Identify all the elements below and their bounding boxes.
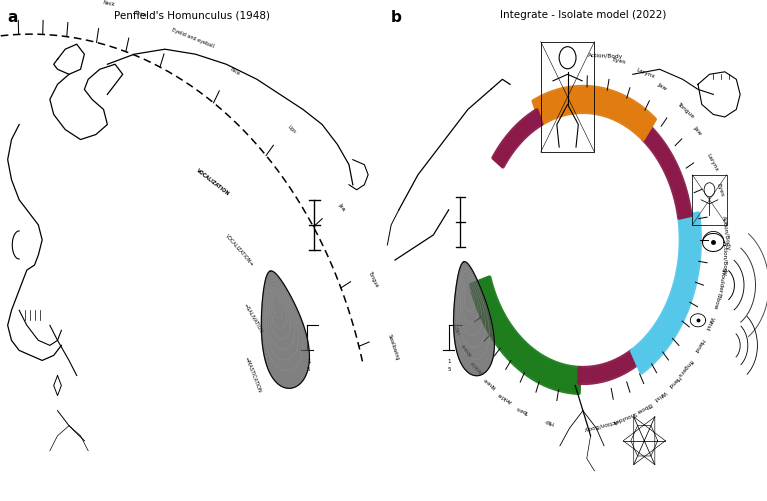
Text: ←MASTICATION: ←MASTICATION (244, 356, 262, 393)
Text: Shoulder: Shoulder (611, 410, 637, 424)
Text: Wrist: Wrist (704, 315, 715, 330)
Text: Elbow: Elbow (712, 291, 721, 309)
Text: Brow: Brow (134, 10, 147, 19)
Text: Toes: Toes (517, 405, 531, 414)
Text: Action/Body: Action/Body (588, 53, 623, 60)
Text: Knee: Knee (460, 341, 473, 356)
Text: Ankle: Ankle (469, 358, 485, 373)
Text: Hip: Hip (543, 417, 554, 424)
Text: 1: 1 (448, 358, 451, 363)
Text: 5: 5 (448, 367, 451, 372)
Text: Tongue: Tongue (676, 101, 695, 119)
Text: Eyelid and eyeball: Eyelid and eyeball (171, 27, 215, 49)
Text: Hand: Hand (667, 374, 681, 388)
Text: Eyes: Eyes (715, 182, 724, 197)
Text: VOCALIZATION: VOCALIZATION (195, 167, 230, 196)
Text: Shoulder: Shoulder (717, 266, 726, 293)
Text: Integrate - Isolate model (2022): Integrate - Isolate model (2022) (500, 10, 666, 20)
Text: Hand: Hand (693, 337, 705, 353)
Text: Larynx: Larynx (635, 67, 655, 79)
Text: Hip: Hip (453, 323, 463, 334)
Text: Action/Body: Action/Body (722, 240, 727, 276)
Text: Knee: Knee (482, 375, 497, 388)
Text: Penfield's Homunculus (1948): Penfield's Homunculus (1948) (114, 10, 270, 20)
Text: Eyes: Eyes (612, 57, 627, 65)
Text: VOCALIZATION→: VOCALIZATION→ (224, 232, 254, 266)
Text: Jaw: Jaw (337, 202, 347, 212)
Text: Tongue: Tongue (367, 269, 380, 287)
Text: Wrist: Wrist (653, 388, 667, 401)
Text: Ankle: Ankle (497, 390, 513, 403)
Text: Fingers: Fingers (676, 358, 693, 377)
Text: b: b (390, 10, 401, 25)
Text: Face: Face (229, 66, 241, 76)
Polygon shape (453, 262, 495, 376)
Text: ←SALIVATION: ←SALIVATION (242, 303, 264, 334)
Text: Swallowing: Swallowing (387, 333, 400, 361)
Polygon shape (262, 272, 309, 389)
Text: Action/Body: Action/Body (582, 417, 617, 431)
Text: 5: 5 (307, 367, 311, 372)
Text: Action/Body: Action/Body (720, 214, 730, 250)
Text: Jaw: Jaw (657, 82, 668, 91)
Text: Lips: Lips (286, 124, 297, 134)
Text: Larynx: Larynx (706, 152, 719, 172)
Text: Jaw: Jaw (693, 125, 703, 136)
Text: Neck: Neck (102, 0, 115, 8)
Text: 1: 1 (307, 358, 311, 363)
Text: a: a (7, 10, 18, 25)
Text: Elbow: Elbow (635, 400, 653, 413)
